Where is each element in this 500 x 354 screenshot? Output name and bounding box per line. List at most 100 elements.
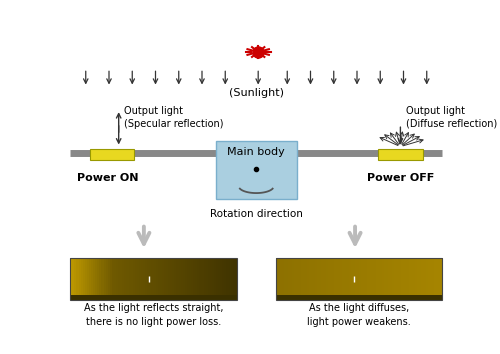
Bar (357, 258, 360, 300)
Bar (108, 258, 110, 300)
Bar (436, 258, 438, 300)
Bar (126, 258, 129, 300)
Bar (276, 258, 278, 300)
Bar (370, 258, 372, 300)
Bar (120, 258, 122, 300)
Bar (284, 258, 286, 300)
Bar (359, 258, 362, 300)
Bar (112, 258, 114, 300)
Bar (338, 258, 340, 300)
Bar (378, 149, 423, 160)
Bar (80, 258, 83, 300)
Bar (214, 258, 216, 300)
Text: Rotation direction: Rotation direction (210, 209, 302, 219)
Bar (114, 258, 116, 300)
Bar (296, 258, 299, 300)
Bar (95, 258, 98, 300)
Bar (400, 258, 403, 300)
Bar (89, 258, 92, 300)
Bar (137, 258, 140, 300)
Bar (372, 258, 374, 300)
Bar (204, 258, 206, 300)
Bar (415, 258, 418, 300)
Bar (98, 258, 100, 300)
Bar (407, 258, 410, 300)
Bar (426, 258, 428, 300)
Bar (130, 258, 133, 300)
Bar (72, 258, 75, 300)
Bar (139, 258, 141, 300)
Bar (82, 258, 85, 300)
Bar (280, 258, 282, 300)
Bar (70, 258, 72, 300)
Bar (346, 258, 349, 300)
Bar (311, 258, 314, 300)
Bar (368, 258, 370, 300)
Bar (348, 258, 351, 300)
Bar (226, 258, 229, 300)
Bar (224, 258, 227, 300)
Bar (76, 258, 79, 300)
Bar (150, 258, 152, 300)
Bar (428, 258, 430, 300)
Bar (328, 258, 330, 300)
Bar (172, 258, 175, 300)
Bar (336, 258, 338, 300)
Bar (398, 258, 401, 300)
Bar (438, 258, 440, 300)
Bar (388, 258, 390, 300)
Bar (278, 258, 280, 300)
Bar (294, 258, 297, 300)
Bar (206, 258, 208, 300)
Bar (363, 258, 366, 300)
Bar (216, 258, 218, 300)
Text: Output light
(Specular reflection): Output light (Specular reflection) (124, 106, 224, 129)
Bar (382, 258, 384, 300)
Bar (365, 258, 368, 300)
Bar (216, 141, 297, 199)
Bar (185, 258, 188, 300)
Bar (220, 258, 222, 300)
Bar (168, 258, 170, 300)
Bar (405, 258, 407, 300)
Bar (292, 258, 295, 300)
Bar (320, 258, 322, 300)
Bar (162, 258, 164, 300)
Text: Power ON: Power ON (78, 173, 139, 183)
Bar (330, 258, 332, 300)
Text: Main body: Main body (228, 147, 285, 157)
Bar (361, 258, 364, 300)
Bar (282, 258, 284, 300)
Bar (355, 258, 357, 300)
Bar (202, 258, 204, 300)
Bar (322, 258, 324, 300)
Bar (352, 258, 355, 300)
Bar (409, 258, 412, 300)
Bar (118, 258, 120, 300)
Bar (198, 258, 200, 300)
Bar (200, 258, 202, 300)
Bar (430, 258, 432, 300)
Bar (313, 258, 316, 300)
Bar (434, 258, 436, 300)
Text: As the light diffuses,
light power weakens.: As the light diffuses, light power weake… (307, 303, 411, 326)
Bar (413, 258, 416, 300)
Bar (432, 258, 434, 300)
Bar (326, 258, 328, 300)
Bar (70, 258, 237, 300)
Bar (143, 258, 146, 300)
Bar (104, 258, 106, 300)
Bar (396, 258, 399, 300)
Bar (318, 258, 320, 300)
Bar (350, 258, 353, 300)
Bar (315, 258, 318, 300)
Bar (342, 258, 344, 300)
Bar (276, 258, 442, 300)
Bar (300, 258, 303, 300)
Bar (392, 258, 394, 300)
Bar (298, 258, 301, 300)
Bar (440, 258, 442, 300)
Bar (187, 258, 190, 300)
Bar (302, 258, 305, 300)
Bar (145, 258, 148, 300)
